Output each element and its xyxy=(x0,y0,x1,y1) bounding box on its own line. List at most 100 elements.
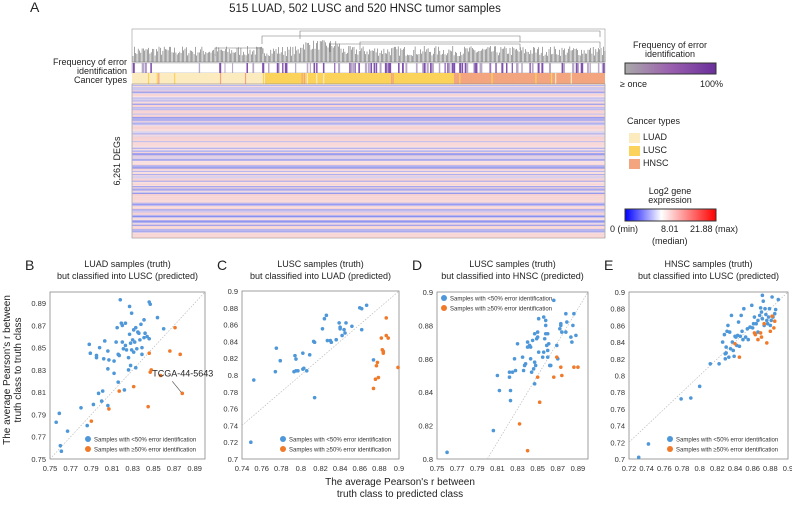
point-low-error xyxy=(107,358,111,362)
point-low-error xyxy=(751,321,756,326)
scatter-panel-b: B LUAD samples (truth) but classified into… xyxy=(25,257,213,473)
legend-label: Samples with <50% error identification xyxy=(94,438,196,444)
frequency-mark xyxy=(448,63,451,73)
point-low-error xyxy=(731,348,736,353)
point-high-error xyxy=(117,389,122,393)
frequency-mark xyxy=(386,63,389,73)
heatmap-row xyxy=(132,116,605,118)
y-tick-label: 0.76 xyxy=(223,405,238,414)
x-tick-label: 0.82 xyxy=(710,464,725,473)
point-high-error xyxy=(379,336,384,340)
point-low-error xyxy=(344,321,348,325)
point-low-error xyxy=(763,306,767,311)
point-low-error xyxy=(120,340,125,344)
frequency-mark xyxy=(277,63,280,73)
heatmap-row xyxy=(132,163,605,165)
point-low-error xyxy=(121,346,126,351)
point-low-error xyxy=(737,344,742,349)
cancer-type-mark xyxy=(550,73,553,84)
dendrogram xyxy=(131,28,606,63)
frequency-mark xyxy=(587,63,589,73)
frequency-row xyxy=(131,62,606,74)
x-tick-label: 0.78 xyxy=(274,464,289,473)
x-tick-label: 0.86 xyxy=(745,464,760,473)
point-low-error xyxy=(689,396,693,400)
point-low-error xyxy=(301,351,305,355)
heatmap-row xyxy=(132,122,605,124)
cancer-type-mark xyxy=(568,73,571,84)
heatmap-row xyxy=(132,101,605,103)
shared-x-label-1: The average Pearson's r between xyxy=(325,477,475,488)
plot-area xyxy=(241,290,400,460)
point-low-error xyxy=(739,313,743,318)
point-low-error xyxy=(764,312,768,317)
x-tick-label: 0.83 xyxy=(510,464,525,473)
dendrogram-link xyxy=(299,30,601,39)
point-high-error xyxy=(753,332,758,337)
point-low-error xyxy=(754,321,758,326)
point-low-error xyxy=(139,322,143,327)
x-tick-label: 0.77 xyxy=(63,464,78,473)
point-low-error xyxy=(120,323,125,328)
x-tick-label: 0.89 xyxy=(571,464,586,473)
frequency-mark xyxy=(132,63,135,73)
scatter-panel-e: E HNSC samples (truth) but classified into… xyxy=(604,257,792,473)
cancer-type-mark xyxy=(306,73,309,84)
point-low-error xyxy=(115,325,119,330)
cancer-type-segment xyxy=(455,73,605,84)
y-tick-label: 0.84 xyxy=(223,337,238,346)
heatmap-row xyxy=(132,191,605,193)
point-low-error xyxy=(529,370,534,374)
heatmap-row xyxy=(132,133,605,135)
point-low-error xyxy=(79,405,83,410)
point-low-error xyxy=(572,311,576,316)
heatmap-row xyxy=(132,208,605,210)
heatmap-row xyxy=(132,185,605,187)
heatmap-row xyxy=(132,193,605,195)
heatmap-row xyxy=(132,136,605,138)
heatmap-row xyxy=(132,120,605,122)
frequency-mark xyxy=(506,63,508,73)
point-high-error xyxy=(758,331,763,335)
heatmap-row xyxy=(132,114,605,116)
frequency-mark xyxy=(531,63,534,73)
heatmap-row xyxy=(132,127,605,129)
point-low-error xyxy=(127,304,132,309)
frequency-mark xyxy=(322,63,325,73)
point-high-error xyxy=(537,400,542,405)
heatmap-row xyxy=(132,178,605,180)
frequency-mark xyxy=(415,63,418,73)
panel-a-letter: A xyxy=(30,0,40,15)
heatmap-row xyxy=(132,170,605,172)
heatmap-row xyxy=(132,186,605,188)
x-tick-label: 0.79 xyxy=(84,464,99,473)
point-high-error xyxy=(173,325,177,330)
cancer-type-mark xyxy=(392,73,394,84)
point-low-error xyxy=(138,338,142,342)
heatmap-row xyxy=(132,130,605,132)
heatmap-row xyxy=(132,226,605,228)
point-low-error xyxy=(142,335,146,340)
point-low-error xyxy=(126,368,131,372)
x-tick-label: 0.8 xyxy=(694,464,704,473)
heatmap-row xyxy=(132,164,605,166)
frequency-mark xyxy=(370,63,373,73)
legend-label: Samples with ≥50% error identification xyxy=(289,448,391,454)
heatmap-row xyxy=(132,217,605,219)
point-low-error xyxy=(132,340,137,344)
y-tick-label: 0.79 xyxy=(31,410,46,419)
y-tick-label: 0.78 xyxy=(223,388,238,397)
cancer-legend-title: Cancer types xyxy=(627,116,681,126)
point-low-error xyxy=(532,331,537,336)
frequency-row-label-line1: Frequency of error xyxy=(52,57,127,67)
point-low-error xyxy=(512,357,517,361)
frequency-mark xyxy=(451,63,454,73)
x-tick-label: 0.88 xyxy=(763,464,778,473)
point-low-error xyxy=(507,375,512,379)
frequency-mark xyxy=(516,63,518,73)
heatmap-row xyxy=(132,111,605,113)
point-low-error xyxy=(772,311,777,316)
cancer-type-mark xyxy=(134,73,136,84)
cancer-type-mark xyxy=(391,73,393,84)
frequency-mark xyxy=(142,63,145,73)
